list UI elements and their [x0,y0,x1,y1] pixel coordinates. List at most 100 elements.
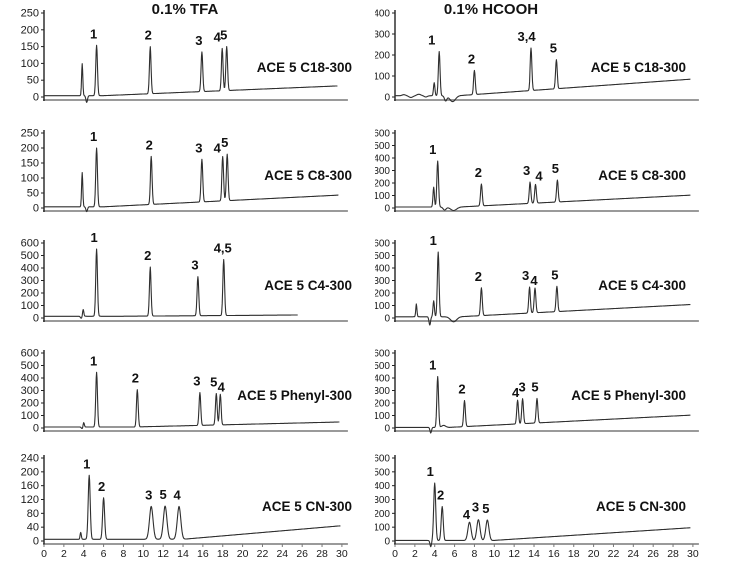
y-tick-label: 300 [375,386,390,397]
x-tick-label: 10 [137,548,149,560]
y-tick-label: 250 [21,8,39,20]
y-tick-label: 0 [384,314,390,325]
y-tick-label: 0 [384,424,390,435]
y-tick-label: 600 [21,348,39,360]
peak-label: 1 [430,233,437,248]
y-tick-label: 100 [375,523,390,534]
y-tick-label: 0 [384,537,390,548]
panel-name-label: ACE 5 C8-300 [264,168,352,183]
y-tick-label: 600 [375,129,390,140]
chromatogram-trace [43,371,340,430]
y-tick-label: 200 [21,288,39,300]
x-tick-label: 22 [257,548,269,560]
x-tick-label: 24 [276,548,288,560]
peak-label: 5 [550,41,557,56]
x-tick-label: 4 [432,548,438,560]
panel-hcooh-ace5-c18-300: 0 100 200 300 400 1 2 3,4 5 ACE 5 C18-300 [375,9,699,104]
peak-label: 4 [535,168,543,183]
peak-label: 1 [427,464,434,479]
y-tick-label: 300 [375,495,390,506]
y-tick-label: 0 [384,204,390,215]
y-tick-label: 300 [375,276,390,287]
y-tick-label: 100 [375,72,390,83]
y-tick-label: 100 [21,173,39,185]
x-tick-label: 26 [296,548,308,560]
peak-label: 5 [160,487,167,502]
y-tick-label: 200 [21,398,39,410]
y-tick-label: 0 [33,203,39,215]
y-tick-label: 200 [375,289,390,300]
peak-label: 3 [145,487,152,502]
x-tick-label: 14 [528,548,540,560]
panel-name-label: ACE 5 C4-300 [598,278,686,293]
y-tick-label: 100 [21,58,39,70]
panel-name-label: ACE 5 Phenyl-300 [571,388,686,403]
y-tick-label: 80 [27,508,39,520]
peak-label: 4 [218,379,226,394]
peak-label: 3,4 [518,29,537,44]
y-tick-label: 240 [21,453,39,465]
peak-label: 1 [91,230,98,245]
panel-tfa-ace5-c18-300: 0 50 100 150 200 250 1 2 3 4 5 ACE 5 C18-300 [21,8,352,104]
y-tick-label: 200 [21,466,39,478]
peak-label: 4 [173,487,181,502]
x-tick-label: 8 [121,548,127,560]
y-tick-label: 400 [375,264,390,275]
y-tick-label: 200 [21,24,39,36]
peak-label: 3 [522,268,529,283]
peak-label: 3 [191,258,198,273]
x-tick-label: 28 [316,548,328,560]
chromatogram-trace [43,248,298,319]
y-tick-label: 0 [33,536,39,548]
x-tick-label: 4 [81,548,87,560]
x-tick-label: 8 [472,548,478,560]
x-tick-label: 0 [41,548,47,560]
peak-label: 4 [512,385,520,400]
y-tick-label: 500 [375,141,390,152]
x-tick-label: 24 [627,548,639,560]
y-tick-label: 600 [375,239,390,250]
peak-label: 5 [551,267,558,282]
y-tick-label: 200 [375,51,390,62]
y-tick-label: 200 [21,143,39,155]
x-tick-label: 30 [336,548,348,560]
peak-label: 3 [193,374,200,389]
peak-label: 4 [214,140,222,155]
panel-name-label: ACE 5 CN-300 [596,499,686,514]
peak-label: 3 [518,380,525,395]
x-tick-label: 30 [687,548,699,560]
y-tick-label: 40 [27,522,39,534]
x-tick-label: 20 [588,548,600,560]
peak-label: 5 [552,161,559,176]
x-tick-label: 14 [177,548,189,560]
panel-name-label: ACE 5 CN-300 [262,499,352,514]
peak-label: 3 [195,140,202,155]
y-tick-label: 100 [375,301,390,312]
peak-label: 1 [428,33,435,48]
panel-name-label: ACE 5 C8-300 [598,168,686,183]
chromatogram-trace [394,160,691,212]
peak-label: 4,5 [214,241,232,256]
y-tick-label: 400 [375,481,390,492]
peak-label: 4 [463,507,471,522]
y-tick-label: 300 [375,30,390,41]
peak-label: 2 [146,137,153,152]
peak-label: 2 [437,488,444,503]
y-tick-label: 600 [375,349,390,360]
peak-label: 5 [531,379,538,394]
chromatogram-trace [43,474,341,540]
y-tick-label: 100 [21,410,39,422]
peak-label: 1 [83,456,90,471]
y-tick-label: 500 [375,361,390,372]
panel-tfa-ace5-c8-300: 0 50 100 150 200 250 1 2 3 4 5 ACE 5 C8-300 [21,128,352,215]
y-tick-label: 500 [21,360,39,372]
y-tick-label: 100 [375,411,390,422]
chromatogram-trace [394,47,691,103]
y-tick-label: 250 [21,128,39,140]
peak-label: 2 [145,28,152,43]
x-tick-label: 16 [548,548,560,560]
peak-label: 1 [90,353,97,368]
